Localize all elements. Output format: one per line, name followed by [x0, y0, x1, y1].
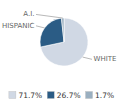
pie-slice — [41, 18, 88, 66]
pie-slice — [40, 18, 64, 47]
slice-label: WHITE — [94, 55, 117, 63]
slice-label: A.I. — [23, 10, 34, 18]
pie-slice — [61, 18, 64, 42]
chart: WHITE HISPANIC A.I. 71.7% 26.7% 1.7% — [0, 0, 123, 105]
leader-line — [83, 57, 92, 59]
labels: WHITE HISPANIC A.I. — [2, 10, 116, 63]
pie — [40, 18, 88, 66]
slice-label: HISPANIC — [2, 22, 35, 30]
legend-swatch — [9, 92, 16, 99]
legend-label: 71.7% — [18, 91, 42, 100]
legend-swatch — [86, 92, 93, 99]
legend-label: 1.7% — [95, 91, 114, 100]
legend: 71.7% 26.7% 1.7% — [9, 91, 114, 100]
legend-swatch — [47, 92, 54, 99]
leader-line — [36, 14, 63, 18]
legend-label: 26.7% — [57, 91, 81, 100]
leader-line — [36, 26, 45, 28]
